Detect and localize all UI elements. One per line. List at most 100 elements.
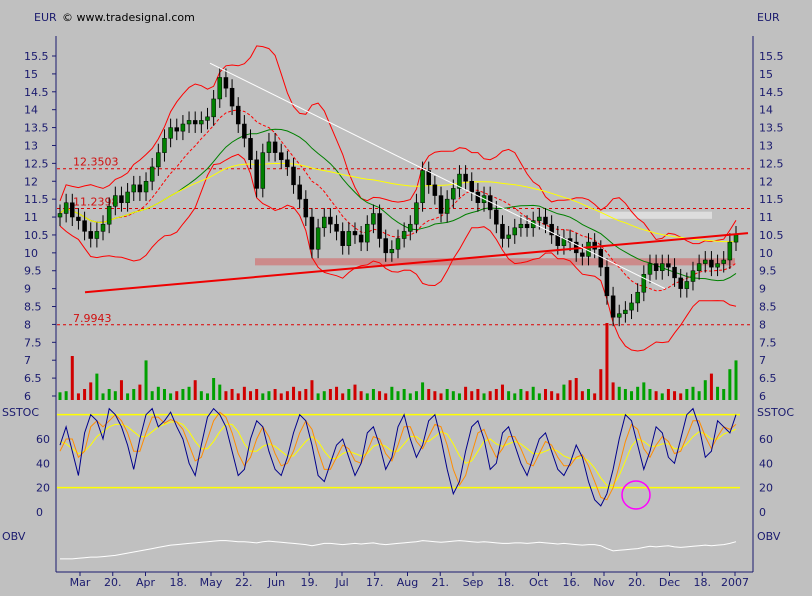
x-tick-label: Jun bbox=[267, 576, 285, 589]
price-tick-left: 12 bbox=[24, 175, 38, 188]
candle-body bbox=[278, 152, 284, 161]
candle-body bbox=[260, 152, 266, 189]
volume-bar bbox=[666, 389, 670, 400]
price-tick-right: 11.5 bbox=[759, 193, 784, 206]
sstoc-k-line bbox=[59, 407, 737, 507]
candle-body bbox=[494, 209, 499, 225]
volume-bar bbox=[138, 384, 142, 400]
x-tick-label: Aug bbox=[397, 576, 418, 589]
volume-bar bbox=[482, 393, 486, 400]
volume-bar bbox=[126, 393, 130, 400]
price-tick-right: 14.5 bbox=[759, 86, 784, 99]
volume-bar bbox=[464, 386, 468, 400]
volume-bar bbox=[525, 391, 529, 400]
candle-body bbox=[352, 231, 358, 236]
candle-body bbox=[358, 234, 364, 243]
price-tick-left: 9.5 bbox=[24, 265, 42, 278]
candle-body bbox=[303, 198, 309, 218]
volume-bar bbox=[83, 389, 87, 400]
volume-bar bbox=[543, 389, 547, 400]
candle-body bbox=[709, 259, 714, 268]
volume-bar bbox=[716, 386, 720, 400]
volume-bar bbox=[175, 391, 179, 400]
price-tick-right: 6 bbox=[759, 390, 766, 403]
x-tick-label: Apr bbox=[136, 576, 156, 589]
candle-body bbox=[242, 123, 247, 139]
candle-body bbox=[63, 202, 69, 214]
volume-bar bbox=[402, 389, 406, 400]
volume-bar bbox=[113, 391, 117, 400]
volume-bar bbox=[599, 369, 603, 400]
volume-bar bbox=[89, 382, 93, 400]
price-tick-left: 7 bbox=[24, 354, 31, 367]
volume-bar bbox=[169, 393, 173, 400]
candle-body bbox=[610, 295, 616, 318]
volume-bar bbox=[433, 391, 437, 400]
candle-body bbox=[309, 216, 315, 250]
candle-body bbox=[592, 241, 597, 250]
volume-bar bbox=[328, 389, 332, 400]
candle-body bbox=[543, 216, 548, 225]
candle-body bbox=[438, 195, 444, 214]
price-tick-right: 6.5 bbox=[759, 372, 777, 385]
candle-body bbox=[156, 152, 161, 168]
volume-bar bbox=[132, 389, 136, 400]
volume-bar bbox=[439, 393, 443, 400]
candle-body bbox=[518, 223, 524, 229]
x-tick-label: 18. bbox=[694, 576, 712, 589]
candle-body bbox=[70, 202, 75, 218]
candle-body bbox=[88, 231, 93, 239]
volume-bar bbox=[734, 360, 738, 400]
candle-body bbox=[414, 202, 419, 225]
volume-bar bbox=[292, 386, 296, 400]
volume-bar bbox=[347, 389, 351, 400]
volume-bar bbox=[476, 389, 480, 400]
copyright-text: © www.tradesignal.com bbox=[62, 11, 195, 24]
volume-bar bbox=[660, 393, 664, 400]
volume-bar bbox=[371, 389, 375, 400]
price-tick-right: 12.5 bbox=[759, 157, 784, 170]
price-tick-right: 12 bbox=[759, 175, 773, 188]
x-tick-label: 20. bbox=[104, 576, 122, 589]
sstoc-label-right: SSTOC bbox=[757, 406, 794, 419]
candle-body bbox=[328, 216, 333, 225]
sstoc-label-left: SSTOC bbox=[2, 406, 39, 419]
volume-bar bbox=[193, 380, 197, 400]
candle-body bbox=[666, 263, 671, 268]
price-panel: 15.5 15.5 15 15 14.5 14.5 14 14 13.5 13.5 13 13 12.5… bbox=[24, 45, 784, 403]
candle-body bbox=[678, 277, 683, 289]
volume-bar bbox=[150, 391, 154, 400]
volume-bar bbox=[550, 391, 554, 400]
volume-bar bbox=[298, 391, 302, 400]
volume-bar bbox=[574, 378, 578, 400]
price-tick-right: 14 bbox=[759, 104, 773, 117]
volume-bar bbox=[703, 380, 707, 400]
price-tick-right: 15 bbox=[759, 68, 773, 81]
volume-bar bbox=[199, 391, 203, 400]
volume-bar bbox=[162, 389, 166, 400]
candle-body bbox=[457, 173, 462, 189]
volume-bar bbox=[236, 393, 240, 400]
candle-body bbox=[408, 223, 413, 232]
candle-body bbox=[690, 270, 696, 282]
x-tick-label: Oct bbox=[529, 576, 549, 589]
price-tick-left: 7.5 bbox=[24, 336, 42, 349]
candle-body bbox=[125, 191, 130, 203]
trendline-support bbox=[84, 232, 749, 294]
volume-bar bbox=[144, 360, 148, 400]
sstoc-tick-right: 60 bbox=[759, 433, 773, 446]
volume-bar bbox=[728, 369, 732, 400]
candle-body bbox=[76, 216, 81, 221]
volume-bar bbox=[365, 393, 369, 400]
candle-body bbox=[285, 159, 290, 168]
price-tick-right: 8.5 bbox=[759, 301, 777, 314]
volume-bar bbox=[322, 391, 326, 400]
volume-bar bbox=[316, 393, 320, 400]
volume-bar bbox=[335, 386, 339, 400]
price-tick-right: 13 bbox=[759, 139, 773, 152]
candle-body bbox=[420, 170, 425, 203]
candle-body bbox=[672, 266, 677, 279]
unit-right-label: EUR bbox=[757, 11, 780, 24]
candle-body bbox=[192, 120, 198, 125]
